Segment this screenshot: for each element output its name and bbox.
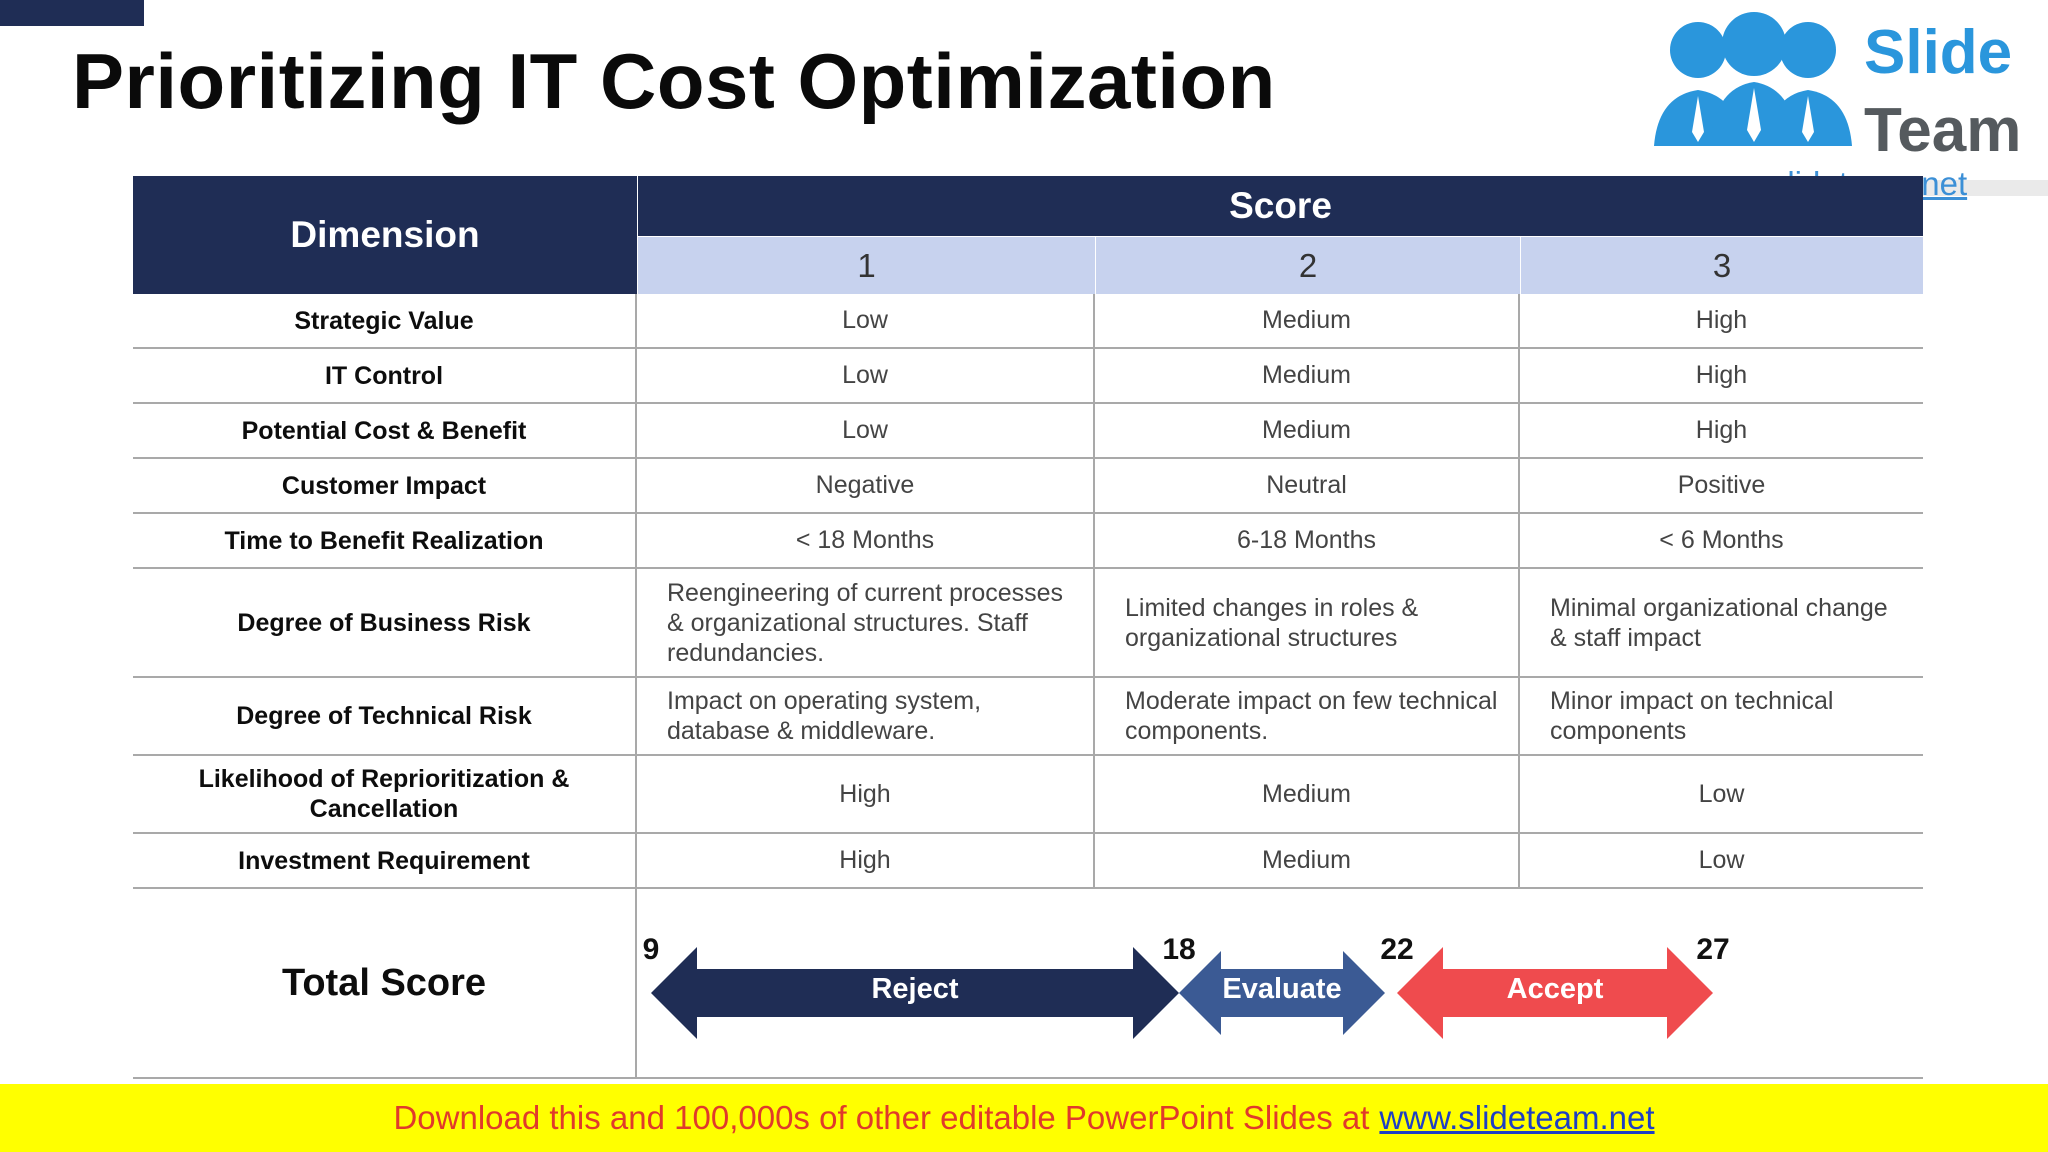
score-2-cell: Medium: [1095, 294, 1520, 347]
table-row: Degree of Technical Risk Impact on opera…: [133, 678, 1923, 756]
score-2-cell: Medium: [1095, 756, 1520, 832]
row-dimension: Potential Cost & Benefit: [133, 404, 637, 457]
accept-label: Accept: [1506, 973, 1604, 1005]
score-3-cell: High: [1695, 416, 1748, 444]
score-2-cell: Moderate impact on few technical compone…: [1095, 678, 1520, 754]
row-dimension: IT Control: [133, 349, 637, 402]
table-row: IT Control Low Medium High: [133, 349, 1923, 404]
score-1-cell: Low: [637, 349, 1095, 402]
score-1-cell: Impact on operating system, database & m…: [637, 678, 1095, 754]
corner-accent-bar: [0, 0, 144, 26]
table-row: Potential Cost & Benefit Low Medium High: [133, 404, 1923, 459]
header-score: Score: [638, 176, 1923, 236]
table-row: Customer Impact Negative Neutral Positiv…: [133, 459, 1923, 514]
logo-word-slide: Slide: [1864, 18, 2013, 87]
scoring-table: Dimension Score 1 2 3 Strategic Value Lo…: [133, 176, 1923, 1079]
tick-9: 9: [642, 933, 660, 966]
evaluate-arrow: [1179, 951, 1385, 1035]
score-3-cell: High: [1695, 361, 1748, 389]
score-3-cell: High: [1695, 306, 1748, 334]
score-2-cell: Neutral: [1095, 459, 1520, 512]
tick-22: 22: [1380, 933, 1414, 966]
slide-title: Prioritizing IT Cost Optimization: [72, 37, 1276, 125]
row-dimension: Customer Impact: [133, 459, 637, 512]
table-row: Likelihood of Reprioritization & Cancell…: [133, 756, 1923, 834]
download-banner: Download this and 100,000s of other edit…: [0, 1084, 2048, 1152]
score-3-cell: Positive: [1677, 471, 1766, 499]
header-dimension: Dimension: [133, 176, 637, 294]
score-1-cell: Negative: [637, 459, 1095, 512]
download-banner-text: Download this and 100,000s of other edit…: [393, 1099, 1370, 1136]
reject-label: Reject: [871, 973, 959, 1005]
download-banner-link[interactable]: www.slideteam.net: [1379, 1099, 1655, 1136]
score-3-cell: Low: [1698, 779, 1745, 808]
evaluate-label: Evaluate: [1222, 973, 1342, 1005]
row-dimension: Strategic Value: [133, 294, 637, 347]
table-header: Dimension Score 1 2 3: [133, 176, 1923, 294]
score-3-cell: Low: [1698, 846, 1745, 874]
range-arrows: [651, 947, 1713, 1039]
score-3-cell: Minor impact on technical components: [1550, 687, 1834, 745]
header-score-3: 3: [1521, 237, 1923, 294]
accept-arrow: [1397, 947, 1713, 1039]
score-2-cell: Limited changes in roles & organizationa…: [1095, 569, 1520, 676]
row-dimension: Degree of Business Risk: [133, 569, 637, 676]
tick-18: 18: [1162, 933, 1196, 966]
table-row: Strategic Value Low Medium High: [133, 294, 1923, 349]
score-2-cell: 6-18 Months: [1095, 514, 1520, 567]
score-1-cell: Low: [637, 294, 1095, 347]
table-row: Time to Benefit Realization < 18 Months …: [133, 514, 1923, 569]
score-2-cell: Medium: [1095, 834, 1520, 887]
score-3-cell: Minimal organizational change & staff im…: [1550, 593, 1888, 652]
logo-word-team: Team: [1864, 96, 2022, 165]
score-1-cell: High: [637, 834, 1095, 887]
score-1-cell: Reengineering of current processes & org…: [637, 569, 1095, 676]
total-score-row: Total Score 9 18 22 27 Reject Evaluate A…: [133, 889, 1923, 1079]
row-dimension: Time to Benefit Realization: [133, 514, 637, 567]
score-2-cell: Medium: [1095, 349, 1520, 402]
table-row: Degree of Business Risk Reengineering of…: [133, 569, 1923, 678]
slideteam-logo[interactable]: Slide Team www.slideteam.net: [1640, 0, 2048, 202]
score-1-cell: Low: [637, 404, 1095, 457]
score-3-cell: < 6 Months: [1659, 526, 1784, 554]
score-1-cell: < 18 Months: [637, 514, 1095, 567]
header-score-1: 1: [638, 237, 1095, 294]
score-range-scale: 9 18 22 27 Reject Evaluate Accept: [637, 889, 1923, 1077]
row-dimension: Investment Requirement: [133, 834, 637, 887]
reject-arrow: [651, 947, 1179, 1039]
header-score-2: 2: [1096, 237, 1520, 294]
row-dimension: Likelihood of Reprioritization & Cancell…: [133, 756, 637, 832]
tick-27: 27: [1696, 933, 1730, 966]
total-score-label: Total Score: [133, 889, 637, 1077]
score-1-cell: High: [637, 756, 1095, 832]
table-row: Investment Requirement High Medium Low: [133, 834, 1923, 889]
people-logo-icon: [1654, 12, 1852, 146]
row-dimension: Degree of Technical Risk: [133, 678, 637, 754]
score-2-cell: Medium: [1095, 404, 1520, 457]
